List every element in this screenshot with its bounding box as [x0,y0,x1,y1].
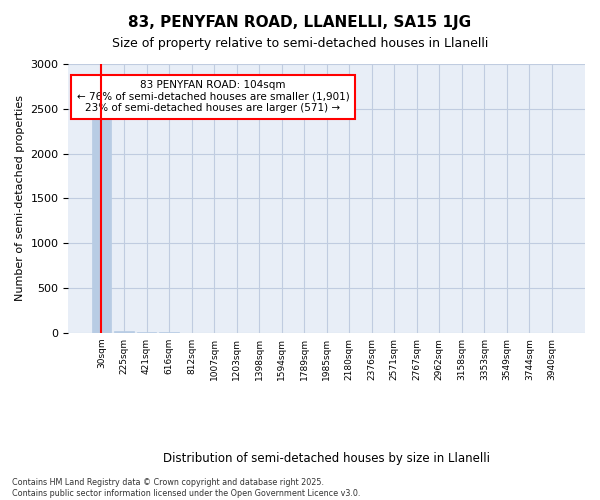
Bar [92,105,111,333]
Text: 83 PENYFAN ROAD: 104sqm
← 76% of semi-detached houses are smaller (1,901)
23% of: 83 PENYFAN ROAD: 104sqm ← 76% of semi-de… [77,80,349,114]
Text: 83, PENYFAN ROAD, LLANELLI, SA15 1JG: 83, PENYFAN ROAD, LLANELLI, SA15 1JG [128,15,472,30]
Bar [115,332,134,333]
X-axis label: Distribution of semi-detached houses by size in Llanelli: Distribution of semi-detached houses by … [163,452,490,465]
Bar [137,332,156,333]
Y-axis label: Number of semi-detached properties: Number of semi-detached properties [15,96,25,302]
Text: Contains HM Land Registry data © Crown copyright and database right 2025.
Contai: Contains HM Land Registry data © Crown c… [12,478,361,498]
Text: Size of property relative to semi-detached houses in Llanelli: Size of property relative to semi-detach… [112,38,488,51]
